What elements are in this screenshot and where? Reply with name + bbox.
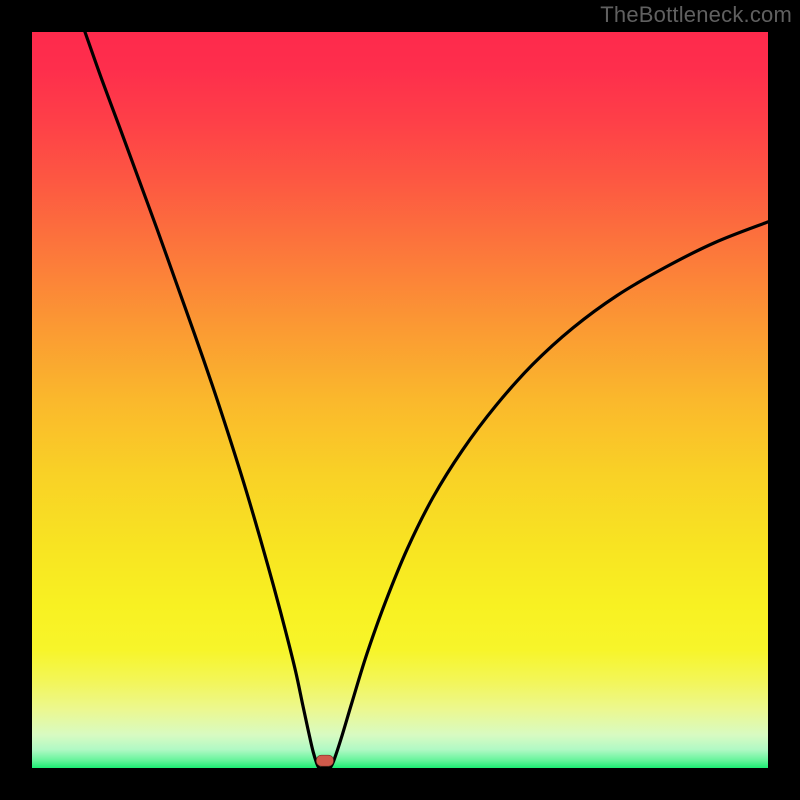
plot-background — [32, 32, 768, 768]
chart-frame: TheBottleneck.com — [0, 0, 800, 800]
optimum-marker — [316, 755, 333, 766]
bottleneck-chart — [0, 0, 800, 800]
watermark-text: TheBottleneck.com — [600, 2, 792, 28]
